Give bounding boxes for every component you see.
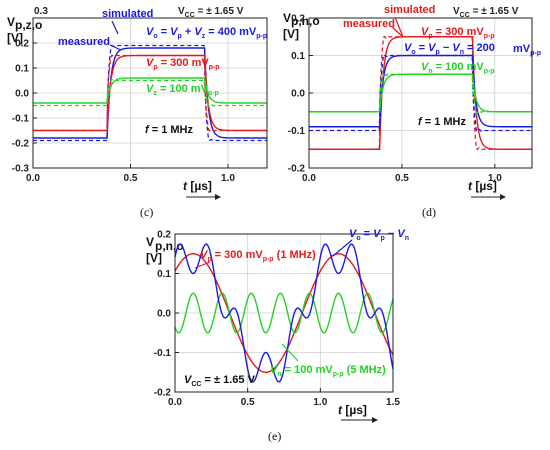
chart-e-supply-label: VCC = ± 1.65 V [184,374,256,388]
chart-c-plot-frame [32,17,268,169]
chart-e-vo-label: Vo = Vp − Vn [349,228,409,242]
chart-c-ytick-label: 0.0 [15,89,29,100]
chart-c-simulated-pointer [111,20,119,35]
chart-c-vp-label: Vp = 300 mVp-p [146,57,220,71]
chart-e-xtick-label: 0.0 [168,397,182,408]
chart-d-vo-unit-label: mVp-p [513,43,541,57]
chart-d: VCC = ± 1.65 V V p,n,o [V] -0.2-0.10.00.… [283,4,541,219]
chart-c-ytick-label: 0.1 [15,64,29,75]
chart-c-ylabel: V p,z,o [V] 0.3 [7,6,48,45]
chart-d-ytick-label: 0.0 [291,89,305,100]
chart-c-ticks: -0.3 -0.2 -0.1 0.0 0.1 0.2 0.0 0.5 1.0 [12,39,236,185]
chart-d-ytick-label: -0.1 [288,126,306,137]
chart-c-xlabel: t [µs] [183,179,221,200]
chart-e-xtick-label: 1.0 [313,397,327,408]
chart-e-ticks: -0.2 -0.1 0.0 0.1 0.2 0.0 0.5 1.0 1.5 [154,230,401,409]
chart-e-vp-pointer [194,261,211,269]
svg-text:p,z,o: p,z,o [15,18,42,32]
chart-d-series [309,35,532,151]
chart-d-freq-label: f = 1 MHz [418,116,466,128]
chart-e-xtick-label: 1.5 [386,397,400,408]
chart-c-xtick-label: 0.0 [26,173,40,184]
chart-c-ytick-label: -0.1 [12,114,30,125]
chart-e-ylabel-unit: [V] [146,251,162,265]
chart-c-series-vp-simulated [33,54,267,132]
chart-e-vn-label: Vn = 100 mVp-p (5 MHz) [270,364,386,378]
chart-c-ytick-label: -0.2 [12,139,30,150]
chart-e-ytick-label: -0.1 [154,348,172,359]
chart-e-series-vn [174,292,394,334]
chart-c-series-vz-simulated [33,78,267,108]
svg-text:V: V [7,15,15,29]
svg-text:t [µs]: t [µs] [183,179,212,193]
chart-e-ytick-label: 0.0 [157,309,171,320]
svg-text:V: V [146,235,154,249]
chart-d-ytick-label: 0.1 [291,51,305,62]
chart-e-xlabel: t [µs] [338,403,378,423]
chart-c-measured-pointer [109,44,122,51]
chart-d-xlabel: t [µs] [468,179,506,200]
chart-c: VCC = ± 1.65 V V p,z,o [V] 0.3 -0.3-0.2-… [7,6,268,219]
chart-e-series-vo [174,243,394,383]
chart-d-series-vn-simulated [309,71,532,115]
chart-d-caption: (d) [422,205,436,219]
chart-c-supply-label: VCC = ± 1.65 V [178,6,244,19]
chart-c-ytick-label: 0.2 [15,39,29,50]
chart-c-series-vz-measured [33,77,267,104]
chart-c-series-vo-simulated [33,44,267,142]
chart-d-simulated-pointer [394,16,404,38]
chart-d-measured-pointer [391,26,404,38]
chart-c-caption: (c) [140,205,153,219]
svg-text:V: V [283,11,291,25]
chart-c-gridlines [33,18,267,168]
chart-c-xtick-label: 0.5 [124,173,138,184]
chart-e-caption: (e) [268,429,281,443]
chart-e-xtick-label: 0.5 [241,397,255,408]
chart-d-xtick-label: 1.0 [488,173,502,184]
chart-d-supply-label: VCC = ± 1.65 V [453,6,519,19]
svg-text:t [µs]: t [µs] [338,403,367,417]
chart-c-freq-label: f = 1 MHz [145,124,193,136]
chart-e-ytick-label: 0.1 [157,269,171,280]
chart-c-vo-label: Vo = Vp + Vz = 400 mVp-p [146,26,267,40]
chart-d-vo-label: Vo = Vp − Vn = 200 [404,42,495,56]
chart-c-ylabel-unit: [V] [7,31,23,45]
svg-text:0.3: 0.3 [34,6,48,17]
chart-c-xtick-label: 1.0 [221,173,235,184]
chart-e-plot-frame [174,233,394,393]
chart-d-vp-label: Vp = 300 mVp-p [421,26,495,40]
chart-d-plot-frame [308,17,533,169]
svg-text:t [µs]: t [µs] [468,179,497,193]
chart-d-xtick-label: 0.0 [302,173,316,184]
chart-d-measured-label: measured [343,18,395,30]
chart-c-vz-label: Vz = 100 mVp-p [146,83,219,97]
chart-d-series-vp-simulated [309,35,532,151]
chart-d-ticks: -0.2 -0.1 0.0 0.1 0.2 0.0 0.5 1.0 [288,14,502,185]
chart-c-ytick-label: -0.3 [12,164,30,175]
chart-c-simulated-label: simulated [102,8,153,20]
chart-e-ytick-label: 0.2 [157,230,171,241]
chart-e: V p,n,o [V] -0.2-0.10.00.10.20.0 0.5 1.0 1.… [146,228,409,443]
chart-d-ytick-label: 0.2 [291,14,305,25]
chart-d-gridlines [309,18,532,168]
chart-d-ytick-label: -0.2 [288,164,306,175]
chart-e-vp-label: Vp = 300 mVp-p (1 MHz) [200,249,316,263]
chart-e-series [174,243,394,383]
chart-e-ytick-label: -0.2 [154,388,172,399]
chart-c-series [33,44,267,142]
chart-e-vn-pointer [281,343,299,362]
chart-d-series-vo-simulated [309,53,532,133]
chart-d-ylabel-unit: [V] [283,27,299,41]
chart-d-vn-label: Vn = 100 mVp-p [421,61,495,75]
chart-e-series-vp [174,253,394,373]
chart-d-simulated-label: simulated [384,4,435,16]
chart-e-vo-pointer [332,239,353,257]
chart-d-xtick-label: 0.5 [395,173,409,184]
chart-c-measured-label: measured [58,36,110,48]
chart-c-series-vo-measured [33,47,267,139]
